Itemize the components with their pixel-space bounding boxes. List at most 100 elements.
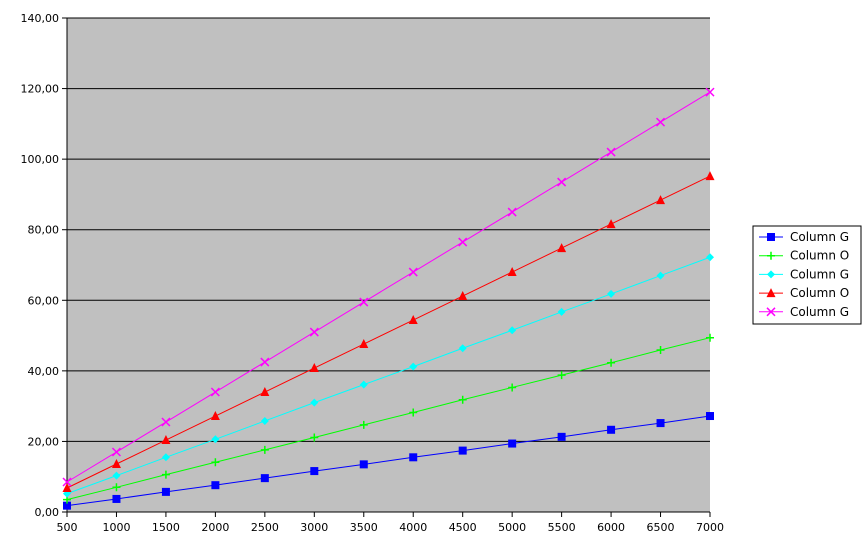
y-tick-label: 100,00 [21, 153, 60, 166]
data-point [508, 326, 517, 335]
x-axis-ticks: 500 1000 1500 2000 2500 3000 3500 4000 4500 5000 5… [57, 512, 724, 534]
x-tick-label: 5000 [498, 521, 526, 534]
x-tick-label: 2500 [251, 521, 279, 534]
data-point [656, 271, 665, 280]
data-point [210, 411, 220, 421]
data-point [458, 344, 467, 353]
data-point [211, 435, 220, 444]
data-point [508, 383, 517, 392]
legend-item: Column O [759, 286, 849, 300]
data-point [408, 267, 418, 277]
data-point [359, 297, 369, 307]
data-point [766, 307, 776, 317]
data-point [507, 267, 517, 277]
data-point [161, 453, 170, 462]
data-point [508, 439, 517, 448]
x-tick-label: 4000 [399, 521, 427, 534]
series-5 [62, 87, 715, 487]
data-point [606, 219, 616, 229]
data-point [458, 395, 467, 404]
data-point [309, 327, 319, 337]
data-point [656, 419, 665, 428]
data-point [607, 289, 616, 298]
data-point [409, 362, 418, 371]
y-tick-label: 40,00 [28, 365, 60, 378]
data-point [260, 445, 269, 454]
y-tick-label: 20,00 [28, 435, 60, 448]
data-point [112, 471, 121, 480]
x-tick-label: 500 [57, 521, 78, 534]
data-point [557, 243, 567, 253]
legend-label: Column G [790, 230, 849, 244]
data-point [656, 346, 665, 355]
y-tick-label: 60,00 [28, 294, 60, 307]
data-point [705, 171, 715, 181]
data-point [557, 432, 566, 441]
x-tick-label: 5500 [548, 521, 576, 534]
x-tick-label: 4500 [449, 521, 477, 534]
y-axis-ticks: 0,00 20,00 40,00 60,00 80,00 100,00 120,00 140,… [21, 12, 67, 519]
data-point [458, 291, 468, 301]
data-point [656, 117, 666, 127]
data-point [507, 207, 517, 217]
data-point [62, 483, 72, 493]
data-point [706, 412, 714, 421]
legend-label: Column G [790, 267, 849, 281]
legend-label: Column O [790, 286, 849, 300]
data-point [409, 453, 418, 462]
y-tick-label: 120,00 [21, 83, 60, 96]
legend-item: Column G [759, 230, 849, 244]
data-point [767, 270, 775, 279]
legend-item: Column O [759, 249, 849, 263]
data-point [112, 494, 121, 503]
grid-lines [67, 17, 710, 442]
x-tick-label: 1000 [102, 521, 130, 534]
y-tick-label: 0,00 [35, 506, 60, 519]
series-line [66, 337, 711, 501]
data-point [767, 233, 775, 241]
data-point [706, 333, 714, 342]
x-tick-label: 6000 [597, 521, 625, 534]
y-tick-label: 80,00 [28, 224, 60, 237]
data-point [62, 477, 72, 487]
data-point [557, 307, 566, 316]
data-point [359, 420, 368, 429]
data-point [359, 380, 368, 389]
data-point [359, 339, 369, 349]
data-point [705, 87, 715, 97]
x-tick-label: 3500 [350, 521, 378, 534]
y-tick-label: 140,00 [21, 12, 60, 25]
series-line [66, 256, 711, 495]
data-point [607, 425, 616, 434]
series-line [66, 415, 711, 507]
x-tick-label: 2000 [201, 521, 229, 534]
legend-label: Column O [790, 249, 849, 263]
data-point [458, 446, 467, 455]
data-point [260, 357, 270, 367]
data-point [260, 474, 269, 483]
data-point [111, 459, 121, 469]
data-point [706, 253, 714, 262]
legend-label: Column G [790, 305, 849, 319]
legend-item: Column G [759, 305, 849, 319]
x-tick-label: 6500 [647, 521, 675, 534]
x-tick-label: 1500 [152, 521, 180, 534]
data-point [260, 416, 269, 425]
data-point [766, 288, 776, 298]
data-point [557, 371, 566, 380]
data-point [310, 467, 319, 476]
legend: Column G Column O Column G Column O Column G [752, 225, 862, 325]
data-point [309, 363, 319, 373]
data-point [211, 481, 220, 490]
data-point [63, 501, 71, 510]
data-point [161, 470, 170, 479]
data-point [161, 487, 170, 496]
data-point [211, 458, 220, 467]
data-point [458, 237, 468, 247]
series-line [66, 91, 711, 483]
legend-item: Column G [759, 267, 849, 281]
data-point [557, 177, 567, 187]
data-point [359, 460, 368, 469]
x-tick-label: 7000 [696, 521, 724, 534]
